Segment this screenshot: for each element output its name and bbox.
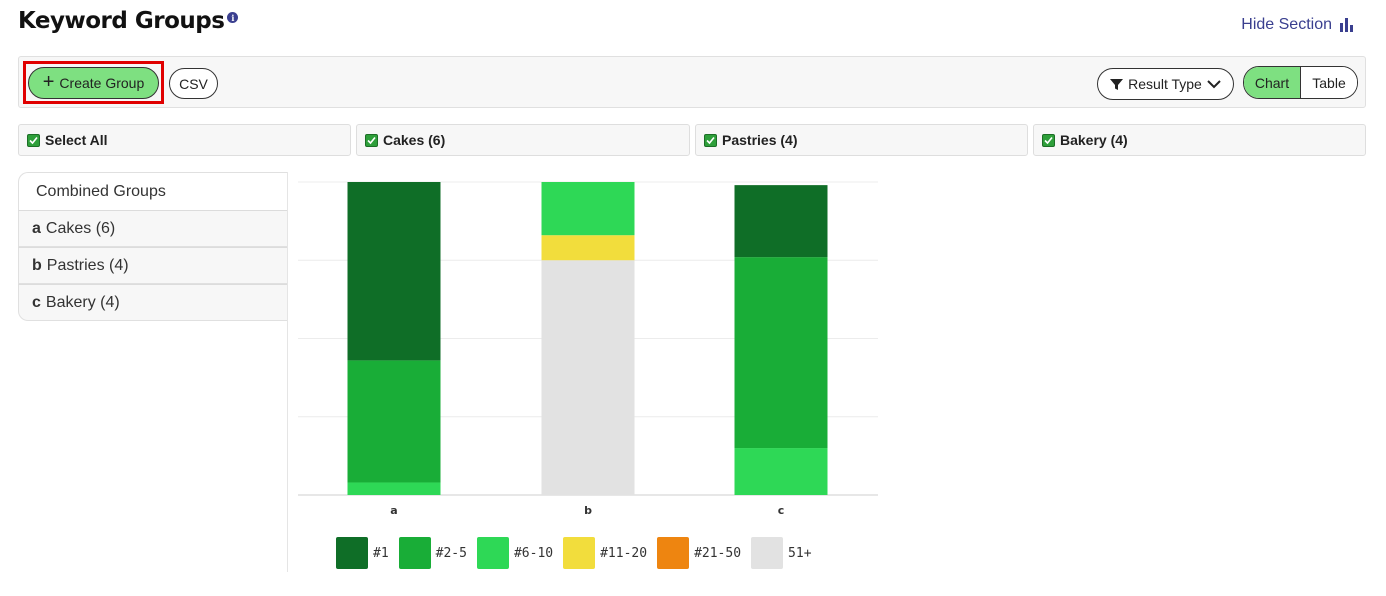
legend-label: #11-20 [600, 545, 648, 561]
legend-swatch [336, 537, 368, 569]
legend-item[interactable]: #21-50 [657, 537, 741, 569]
bar-segment-c-610[interactable] [734, 448, 828, 495]
legend-label: #6-10 [513, 545, 554, 561]
checkbox-checked-icon[interactable] [1042, 133, 1055, 147]
legend-swatch [476, 537, 509, 569]
filter-pastries[interactable]: Pastries (4) [695, 124, 1028, 156]
checkbox-checked-icon[interactable] [27, 133, 40, 147]
bar-segment-c-25[interactable] [734, 257, 828, 449]
filter-bakery[interactable]: Bakery (4) [1033, 124, 1366, 156]
legend-item[interactable]: #1 [336, 537, 389, 569]
plus-icon: + [42, 71, 55, 93]
legend-label: #2-5 [435, 545, 467, 561]
csv-button[interactable]: CSV [169, 68, 218, 99]
checkbox-checked-icon[interactable] [704, 133, 717, 147]
group-label: Cakes (6) [45, 219, 116, 237]
group-label: Bakery (4) [45, 293, 120, 311]
create-group-highlight [23, 61, 164, 104]
legend-item[interactable]: 51+ [751, 537, 812, 569]
group-item-bakery[interactable]: c Bakery (4) [18, 284, 288, 321]
checkbox-checked-icon[interactable] [365, 133, 378, 147]
page-title: Keyword Groups [18, 8, 225, 34]
filter-label: Cakes (6) [383, 132, 446, 148]
x-tick-label: b [584, 504, 592, 517]
legend-swatch [657, 537, 690, 569]
rank-distribution-chart: a b c [298, 172, 879, 572]
legend-swatch [751, 537, 784, 569]
groups-list: Combined Groups a Cakes (6) b Pastries (… [18, 172, 288, 321]
chevron-down-icon [1207, 80, 1221, 89]
x-tick-label: a [390, 504, 397, 517]
legend-item[interactable]: #2-5 [398, 537, 467, 569]
legend-swatch [398, 537, 431, 569]
title-row: Keyword Groups i [18, 8, 239, 34]
table-view-button[interactable]: Table [1301, 67, 1357, 98]
group-letter: b [32, 256, 42, 274]
divider [287, 172, 288, 572]
legend-label: #1 [373, 545, 389, 561]
bar-segment-b-1120[interactable] [541, 235, 635, 261]
create-group-label: Create Group [59, 75, 145, 91]
group-item-cakes[interactable]: a Cakes (6) [18, 210, 288, 247]
view-toggle: Chart Table [1243, 66, 1358, 99]
hide-section-button[interactable]: Hide Section [1241, 16, 1354, 34]
filter-label: Pastries (4) [722, 132, 798, 148]
filter-select-all[interactable]: Select All [18, 124, 351, 156]
legend-item[interactable]: #11-20 [563, 537, 647, 569]
group-letter: c [32, 293, 41, 311]
info-icon[interactable]: i [227, 12, 239, 23]
legend-label: #21-50 [694, 545, 742, 561]
group-letter: a [32, 219, 41, 237]
bar-segment-a-25[interactable] [347, 360, 441, 483]
chart-legend: #1 #2-5 #6-10 #11-20 #21-50 51+ [336, 537, 822, 569]
chart-view-button[interactable]: Chart [1244, 67, 1301, 98]
filter-label: Select All [45, 132, 108, 148]
bar-segment-b-51[interactable] [541, 260, 635, 495]
filter-icon [1110, 78, 1124, 90]
bar-segment-b-610[interactable] [541, 182, 635, 236]
group-item-pastries[interactable]: b Pastries (4) [18, 247, 288, 284]
legend-label: 51+ [788, 545, 812, 561]
create-group-button[interactable]: + Create Group [28, 67, 159, 99]
bar-chart-icon [1340, 18, 1353, 32]
hide-section-label: Hide Section [1241, 16, 1332, 33]
result-type-dropdown[interactable]: Result Type [1097, 68, 1234, 100]
bar-segment-a-1[interactable] [347, 182, 441, 361]
bar-segment-a-610[interactable] [347, 482, 441, 495]
toolbar: + Create Group CSV Result Type Chart Tab… [18, 56, 1366, 108]
bar-segment-c-1[interactable] [734, 185, 828, 258]
filter-cakes[interactable]: Cakes (6) [356, 124, 690, 156]
result-type-label: Result Type [1128, 76, 1202, 92]
group-label: Pastries (4) [46, 256, 129, 274]
legend-item[interactable]: #6-10 [476, 537, 554, 569]
chart-svg: a b c [298, 181, 878, 517]
combined-groups-tab[interactable]: Combined Groups [18, 172, 288, 210]
filter-label: Bakery (4) [1060, 132, 1128, 148]
x-tick-label: c [778, 504, 785, 517]
legend-swatch [563, 537, 596, 569]
